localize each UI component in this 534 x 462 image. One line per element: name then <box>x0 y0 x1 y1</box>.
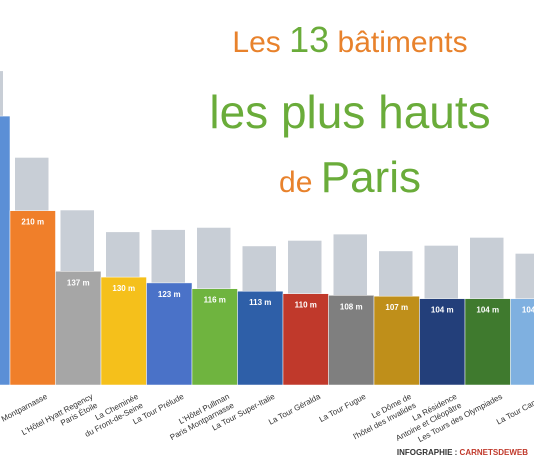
photo <box>242 246 276 292</box>
x-tick-label: La Tour Fugue <box>318 392 368 424</box>
photo <box>333 234 367 296</box>
photo <box>151 229 185 283</box>
bar <box>282 293 329 386</box>
bar <box>0 115 11 386</box>
bar <box>419 298 466 386</box>
photo <box>515 253 534 299</box>
bar <box>9 210 56 386</box>
value-label: 104 m <box>476 306 499 315</box>
title-line-1: Les 13 bâtiments <box>232 19 467 60</box>
bar <box>237 290 284 386</box>
title-line-2: les plus hauts <box>209 86 490 138</box>
bar <box>464 298 511 386</box>
title-line-3: de Paris <box>279 153 421 202</box>
footer: INFOGRAPHIE : CARNETSDEWEB <box>397 448 528 457</box>
value-label: 130 m <box>112 284 135 293</box>
footer-part: CARNETSDEWEB <box>460 448 529 457</box>
title-part: de <box>279 166 321 199</box>
value-label: 123 m <box>158 290 181 299</box>
x-tick-label: La Tour Géralda <box>267 392 322 427</box>
photo <box>60 210 94 272</box>
bar <box>191 288 238 386</box>
photo <box>288 240 322 294</box>
bar <box>373 295 420 386</box>
value-label: 107 m <box>385 303 408 312</box>
value-label: 210 m <box>21 218 44 227</box>
x-tick-label-line: La Tour Fugue <box>318 392 368 424</box>
photo <box>197 227 231 289</box>
title-part: bâtiments <box>329 26 467 59</box>
photo <box>15 157 49 211</box>
photo <box>424 245 458 299</box>
bar <box>55 271 102 386</box>
photo <box>470 237 504 299</box>
title-part: 13 <box>289 19 329 60</box>
photo <box>379 251 413 297</box>
footer-part: INFOGRAPHIE : <box>397 448 460 457</box>
photo <box>106 232 140 278</box>
value-label: 110 m <box>295 301 317 310</box>
bar <box>100 276 147 386</box>
value-label: 137 m <box>67 278 90 287</box>
bar <box>146 282 193 386</box>
bar <box>510 298 534 386</box>
value-label: 108 m <box>340 302 363 311</box>
title-part: Les <box>232 26 289 59</box>
x-tick-label-line: La Tour Géralda <box>267 392 322 427</box>
value-label: 113 m <box>249 298 271 307</box>
value-label: 116 m <box>204 296 226 305</box>
bar <box>328 295 375 386</box>
title-part: Paris <box>321 153 421 202</box>
value-label: 104 m <box>431 306 454 315</box>
value-label: 104 m <box>522 306 534 315</box>
photo <box>0 71 3 117</box>
